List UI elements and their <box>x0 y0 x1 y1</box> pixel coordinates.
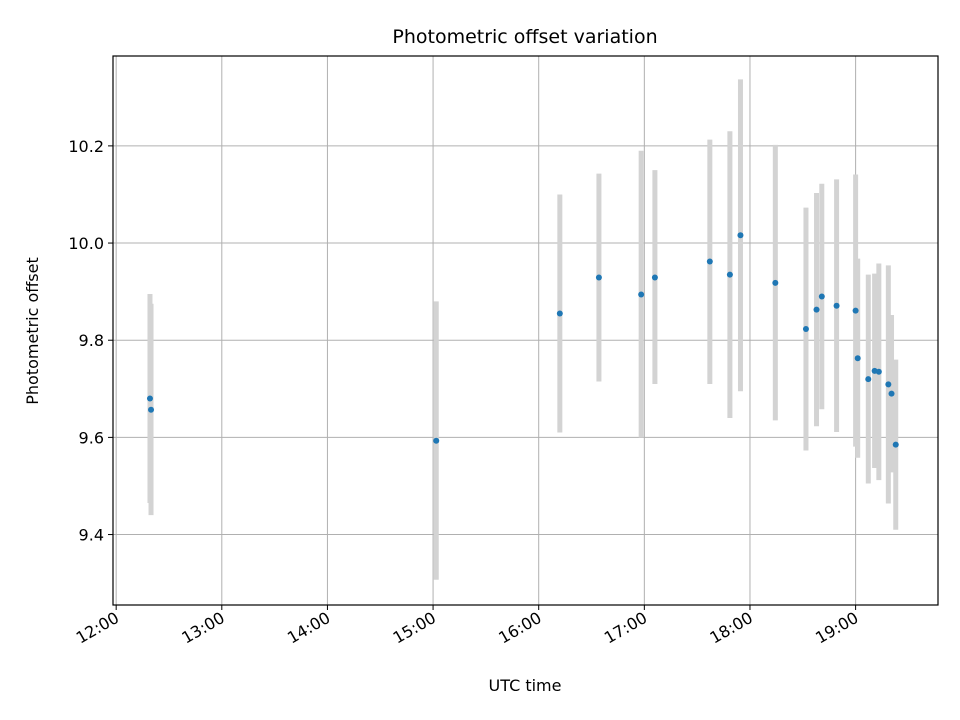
x-axis-label: UTC time <box>489 676 562 695</box>
y-tick-label: 9.4 <box>79 526 104 545</box>
data-point <box>875 368 882 375</box>
data-point <box>802 326 809 333</box>
data-point <box>813 306 820 313</box>
data-point <box>595 274 602 281</box>
data-points <box>146 232 899 448</box>
data-point <box>818 293 825 300</box>
chart-title: Photometric offset variation <box>392 26 657 48</box>
data-point <box>638 291 645 298</box>
data-point <box>833 302 840 309</box>
y-tick-label: 10.0 <box>68 234 104 253</box>
data-point <box>148 406 155 413</box>
data-point <box>706 258 713 265</box>
plot-frame <box>112 55 939 606</box>
data-point <box>726 271 733 278</box>
data-point <box>433 437 440 444</box>
data-point <box>556 310 563 317</box>
y-tick-label: 10.2 <box>68 137 104 156</box>
grid-lines <box>113 56 938 605</box>
data-point <box>852 307 859 314</box>
y-tick-label: 9.6 <box>79 428 104 447</box>
y-axis-label: Photometric offset <box>23 257 42 405</box>
data-point <box>772 279 779 286</box>
data-point <box>865 376 872 383</box>
data-point <box>892 441 899 448</box>
data-point <box>737 232 744 239</box>
data-point <box>885 381 892 388</box>
data-point <box>651 274 658 281</box>
y-axis-ticks: 9.4 9.6 9.8 10.0 10.2 <box>68 137 113 545</box>
data-point <box>888 390 895 397</box>
data-point <box>146 395 153 402</box>
data-point <box>854 355 861 362</box>
y-tick-label: 9.8 <box>79 331 104 350</box>
